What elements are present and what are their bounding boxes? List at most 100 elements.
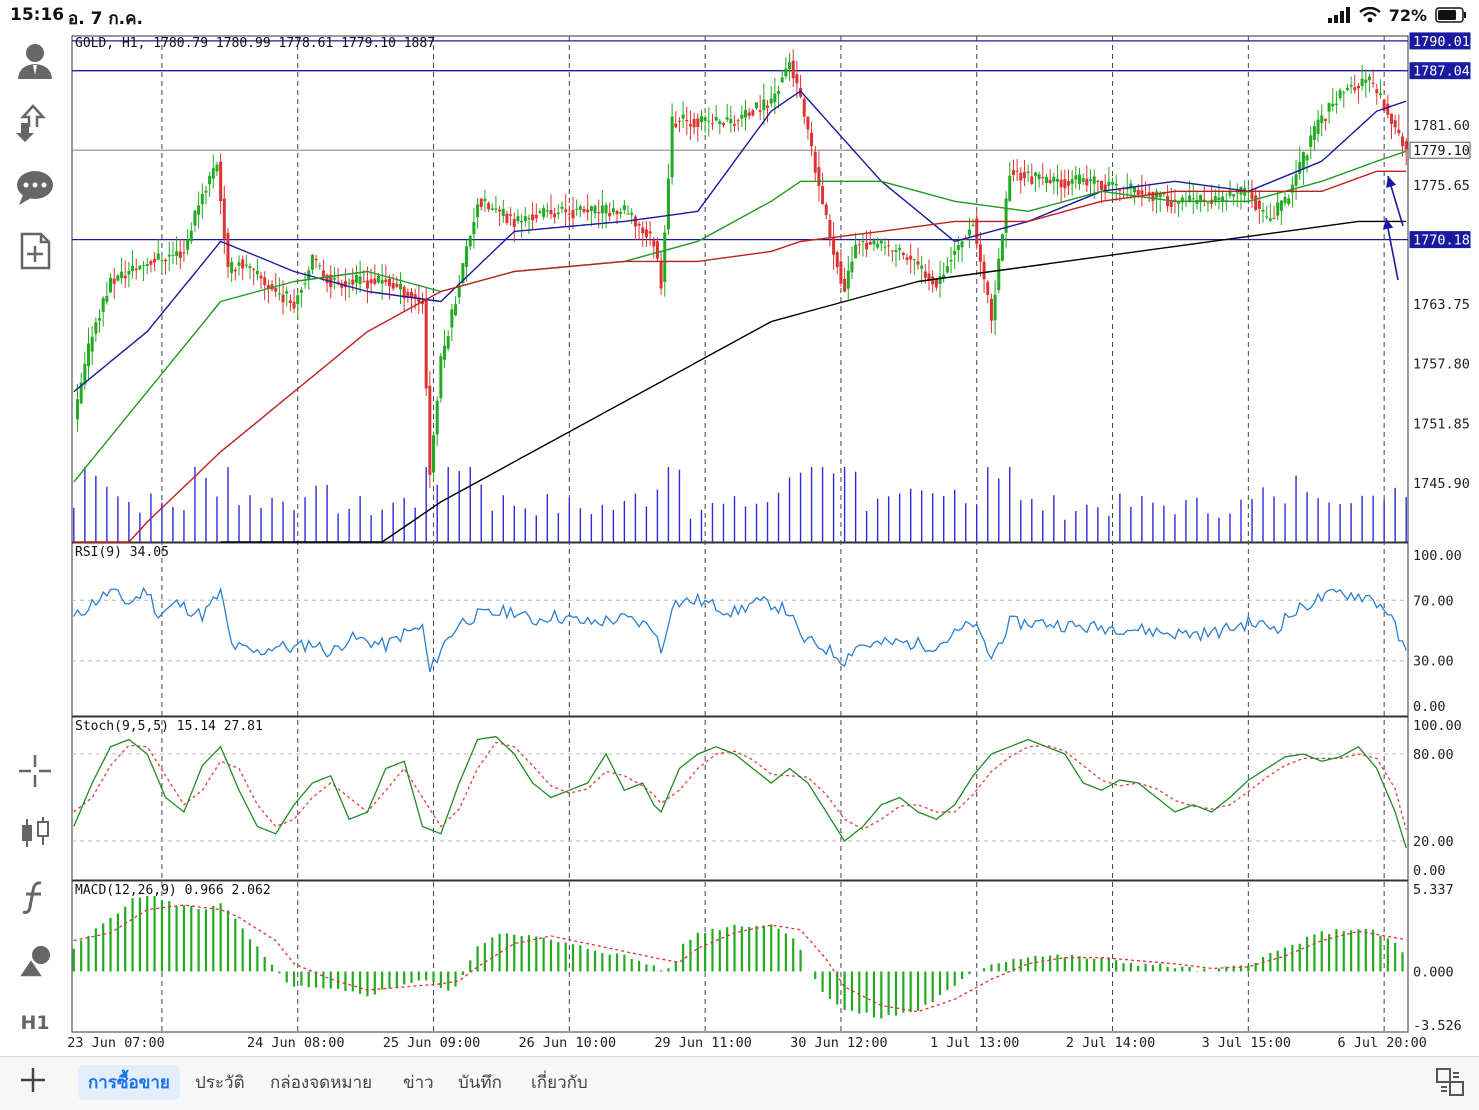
candle-body: [178, 251, 182, 258]
candle-body: [127, 270, 131, 275]
rsi-tick-label: 100.00: [1413, 548, 1462, 564]
candle-body: [142, 265, 146, 267]
candle-body: [1235, 192, 1239, 194]
candle-body: [1118, 189, 1122, 191]
candle-body: [1202, 199, 1206, 202]
candle-body: [520, 220, 524, 223]
panel-frame-macd: [71, 880, 1409, 1033]
candle-body: [395, 283, 399, 287]
candle-body: [153, 258, 157, 263]
moving-average-line: [73, 170, 1407, 543]
candle-body: [402, 287, 406, 299]
candle-body: [1386, 103, 1390, 115]
candle-body: [94, 322, 98, 334]
status-date: อ. 7 ก.ค.: [68, 9, 143, 29]
candle-body: [105, 296, 109, 302]
candle-body: [751, 110, 755, 116]
candle-body: [1063, 179, 1067, 189]
candle-body: [578, 206, 582, 210]
chart-type-button[interactable]: [14, 812, 56, 854]
status-indicators: 72%: [1327, 4, 1467, 26]
candle-body: [740, 114, 744, 119]
candle-body: [1353, 87, 1357, 91]
candle-body: [784, 68, 788, 77]
add-button[interactable]: [18, 1065, 48, 1103]
x-axis-label: 29 Jun 11:00: [654, 1035, 752, 1051]
candle-body: [942, 274, 946, 279]
candle-body: [90, 336, 94, 352]
tab-about[interactable]: เกี่ยวกับ: [531, 1073, 588, 1093]
candle-body: [1052, 176, 1056, 182]
objects-button[interactable]: [14, 940, 56, 982]
tab-history[interactable]: ประวัติ: [195, 1073, 245, 1093]
candle-body: [1257, 200, 1261, 209]
crosshair-button[interactable]: [14, 750, 56, 792]
candle-body: [978, 244, 982, 262]
candle-body: [138, 265, 142, 270]
candle-body: [755, 102, 759, 109]
chart-svg[interactable]: 23 Jun 07:00 24 Jun 08:00 25 Jun 09:00 26 J…: [0, 30, 1479, 1060]
candle-body: [989, 298, 993, 321]
candle-body: [839, 261, 843, 284]
tab-news[interactable]: ข่าว: [403, 1073, 434, 1093]
candle-body: [1133, 187, 1137, 193]
price-tag: [1409, 32, 1471, 50]
candle-body: [611, 208, 615, 213]
candle-body: [450, 309, 454, 328]
candle-body: [626, 213, 630, 215]
tab-mailbox[interactable]: กล่องจดหมาย: [270, 1073, 373, 1093]
price-tick-label: 1781.60: [1413, 118, 1470, 134]
candle-body: [468, 235, 472, 247]
candle-body: [487, 203, 491, 210]
candle-body: [1055, 178, 1059, 182]
candle-body: [219, 161, 223, 201]
candle-body: [916, 261, 920, 265]
candle-body: [321, 270, 325, 277]
candle-body: [1309, 135, 1313, 147]
candle-body: [1320, 115, 1324, 123]
tab-journal[interactable]: บันทึก: [458, 1073, 502, 1093]
rsi-line: [73, 586, 1407, 673]
indicators-button[interactable]: [14, 876, 56, 918]
candle-body: [1125, 188, 1129, 190]
candle-body: [516, 216, 520, 222]
candle-body: [934, 279, 938, 288]
chat-button[interactable]: [14, 166, 56, 208]
price-tag-label: 1770.18: [1413, 233, 1470, 249]
candle-body: [1000, 234, 1004, 261]
candle-body: [1078, 174, 1082, 184]
layout-button[interactable]: [1435, 1067, 1465, 1101]
candle-body: [171, 254, 175, 256]
candle-body: [351, 279, 355, 285]
candle-body: [575, 208, 579, 210]
candle-body: [457, 286, 461, 298]
candle-body: [824, 204, 828, 216]
timeframe-button[interactable]: H1: [20, 1012, 50, 1034]
candle-body: [586, 209, 590, 213]
trade-button[interactable]: [14, 102, 56, 144]
candle-body: [975, 218, 979, 245]
candle-body: [685, 119, 689, 122]
candle-body: [318, 265, 322, 267]
candle-body: [384, 279, 388, 283]
candle-body: [123, 275, 127, 279]
candle-body: [120, 271, 124, 278]
candle-body: [714, 116, 718, 121]
candle-body: [1147, 192, 1151, 196]
candle-body: [417, 297, 421, 303]
candle-body: [876, 243, 880, 248]
candle-body: [1158, 193, 1162, 198]
candle-body: [376, 275, 380, 283]
candle-body: [1004, 198, 1008, 233]
candle-body: [512, 219, 516, 227]
candle-body: [1026, 171, 1030, 173]
candle-body: [391, 282, 395, 289]
candle-body: [299, 289, 303, 293]
chart-area[interactable]: 23 Jun 07:00 24 Jun 08:00 25 Jun 09:00 26 J…: [0, 30, 1479, 1060]
tab-trade[interactable]: การซื้อขาย: [78, 1065, 180, 1100]
account-button[interactable]: [14, 40, 56, 82]
new-order-button[interactable]: [14, 230, 56, 272]
candle-body: [252, 268, 256, 270]
candle-body: [494, 208, 498, 210]
candle-body: [861, 241, 865, 243]
